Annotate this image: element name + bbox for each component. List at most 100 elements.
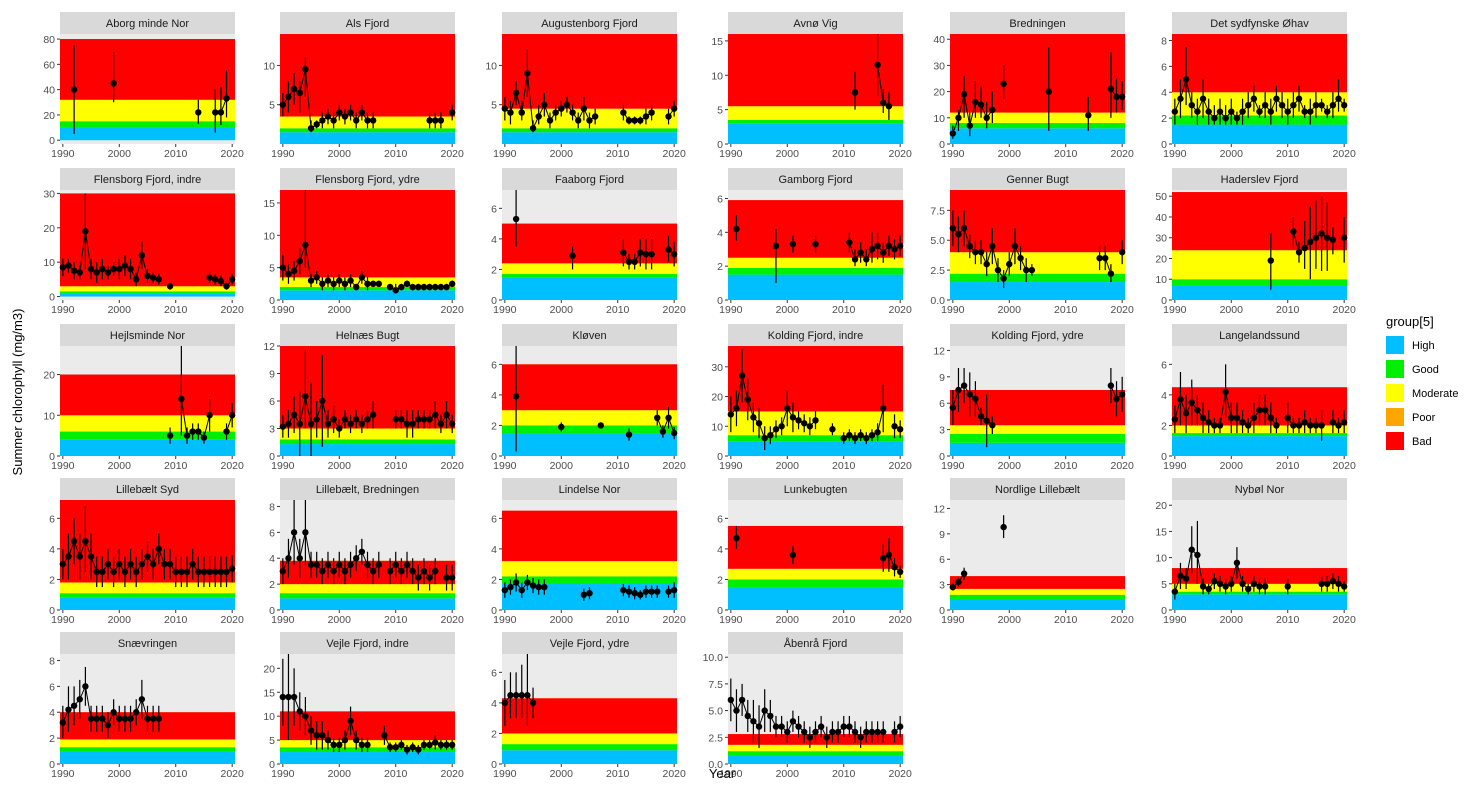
data-point [1267,257,1274,264]
data-point [789,414,797,421]
y-axis-title: Summer chlorophyll (mg/m3) [10,309,25,476]
y-tick-label: 8 [1161,35,1167,47]
y-tick-label: 9 [939,529,945,541]
band-high [1172,124,1347,144]
series-line [84,686,92,719]
series-line [299,69,306,94]
data-point [868,431,876,439]
data-point [403,746,411,753]
band-high [502,750,677,764]
series-line [515,92,523,113]
facet-strip [280,168,455,190]
data-point [977,248,985,256]
data-point [149,560,157,568]
data-point [437,283,445,291]
facet-strip [60,168,235,190]
data-point [70,86,78,93]
data-point [206,274,213,281]
series-line [135,255,143,280]
x-tick-label: 2020 [220,614,244,626]
y-tick-label: 12 [933,345,945,357]
band-moderate [502,733,677,745]
facet-strip [502,168,677,190]
band-bad [502,510,677,562]
data-point [369,411,377,418]
data-point [448,420,456,428]
data-point [1199,95,1207,102]
data-point [228,565,236,572]
data-point [307,561,315,568]
data-point [512,89,520,97]
data-point [155,715,162,722]
x-tick-label: 2010 [164,304,188,316]
data-point [358,420,366,428]
data-point [195,568,202,576]
x-tick-label: 2020 [662,614,686,626]
x-tick-label: 1990 [941,148,965,160]
facet-title: Lunkebugten [784,484,848,496]
data-point [750,414,757,421]
data-point [127,560,134,568]
data-point [330,280,337,288]
data-point [1211,114,1218,122]
data-point [569,109,576,116]
data-point [552,109,559,116]
y-tick-label: 0 [717,451,723,463]
y-tick-label: 2 [717,574,723,586]
data-point [409,567,416,575]
data-point [104,721,112,729]
data-point [398,283,405,291]
data-point [1250,580,1258,588]
data-point [880,99,887,106]
legend-swatch-high [1386,336,1404,354]
data-point [358,741,366,749]
series-line [877,408,884,433]
y-tick-label: 2 [49,733,55,745]
x-tick-label: 2000 [776,148,800,160]
band-bad [60,374,235,416]
data-point [82,683,89,690]
x-tick-label: 2000 [998,148,1022,160]
x-tick-label: 2000 [998,614,1022,626]
data-point [518,109,525,116]
y-tick-label: 8 [269,501,275,513]
data-point [1211,422,1218,429]
y-tick-label: 6 [717,513,723,525]
y-tick-label: 20 [43,110,55,122]
y-tick-label: 9 [269,369,275,381]
data-point [1216,422,1224,429]
data-point [290,529,298,536]
data-point [386,283,394,291]
facet-strip [502,324,677,346]
data-point [324,736,332,744]
data-point [279,264,287,271]
data-point [313,561,320,568]
data-point [324,561,332,568]
data-point [409,744,416,751]
y-tick-label: 0 [269,451,275,463]
data-point [99,265,106,273]
series-line [957,94,965,118]
band-good [60,593,235,598]
data-point [420,283,428,291]
data-point [989,242,996,250]
data-point [353,416,360,423]
data-point [443,411,450,418]
facet-title: Snævringen [118,638,177,650]
x-tick-label: 2000 [550,614,574,626]
data-point [1295,422,1303,429]
data-point [874,61,881,69]
x-tick-label: 2020 [1332,148,1356,160]
data-point [1113,395,1120,402]
data-point [885,242,893,250]
series-line [304,244,312,281]
data-point [949,583,957,591]
series-line [963,94,971,126]
data-point [93,568,100,576]
data-point [217,277,225,285]
data-point [138,252,146,259]
data-point [637,117,644,124]
data-point [448,280,456,288]
x-tick-label: 1990 [51,304,75,316]
data-point [659,428,667,435]
